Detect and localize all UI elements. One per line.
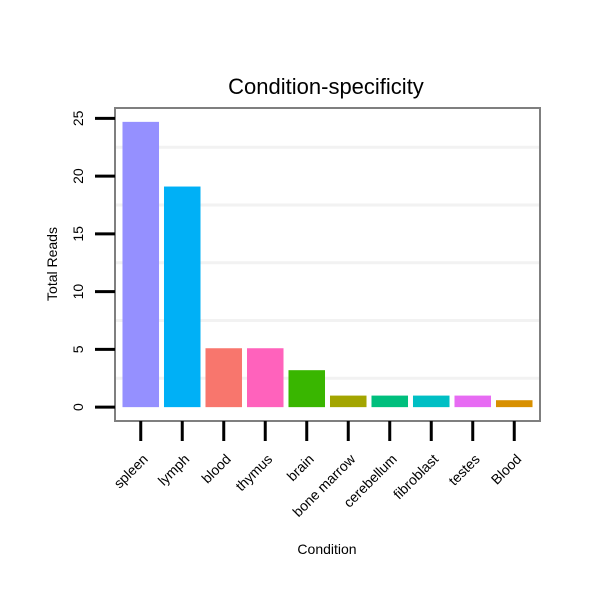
chart-title: Condition-specificity: [228, 74, 424, 99]
x-axis-label: Condition: [297, 541, 356, 557]
bar: [205, 348, 243, 408]
y-tick-label: 25: [70, 110, 86, 126]
bar: [454, 395, 492, 408]
y-tick-label: 5: [70, 345, 86, 353]
bar: [329, 395, 367, 408]
x-tick-label: testes: [445, 451, 483, 489]
x-tick-label: thymus: [232, 451, 275, 494]
y-tick-label: 15: [70, 226, 86, 242]
bar: [122, 121, 160, 408]
x-tick-label: blood: [198, 451, 234, 487]
bar: [371, 395, 409, 408]
bar: [412, 395, 450, 408]
x-tick-label: spleen: [110, 451, 150, 491]
y-tick-label: 0: [70, 403, 86, 411]
bar: [163, 186, 201, 408]
bars: [122, 121, 533, 408]
plot-frame: [114, 107, 541, 422]
y-tick-label: 10: [70, 284, 86, 300]
y-tick-label: 20: [70, 168, 86, 184]
bar: [246, 348, 284, 408]
x-tick-label: brain: [284, 451, 317, 484]
bar: [288, 370, 326, 408]
x-tick-label: Blood: [488, 451, 525, 488]
bar: [495, 400, 533, 408]
x-tick-label: lymph: [155, 451, 193, 489]
y-axis: 0 5 10 15 20 25: [70, 110, 115, 411]
x-tick-label: fibroblast: [390, 451, 442, 503]
y-axis-label: Total Reads: [44, 227, 60, 301]
